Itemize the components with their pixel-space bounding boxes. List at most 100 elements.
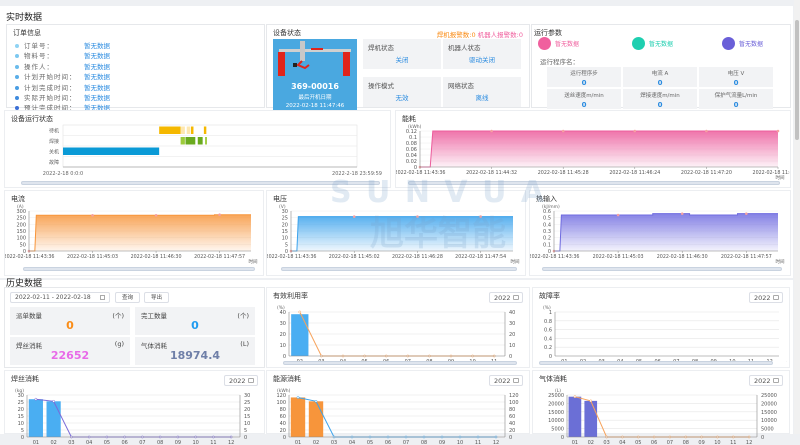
param-cell: 电流 A 0 xyxy=(623,67,697,87)
y-tick-label: 15 xyxy=(282,229,288,235)
year-picker[interactable]: 2022 xyxy=(749,375,783,386)
x-tick-label: 10 xyxy=(457,440,463,445)
order-field-value[interactable]: 暂无数据 xyxy=(84,83,110,92)
x-tick-label: 11 xyxy=(475,440,481,445)
date-range-value: 2022-02-11 - 2022-02-18 xyxy=(15,294,91,301)
x-tick-label: 09 xyxy=(175,440,181,445)
export-button[interactable]: 导出 xyxy=(144,292,169,303)
y-tick-label: 0.3 xyxy=(543,229,551,235)
year-picker[interactable]: 2022 xyxy=(489,375,523,386)
x-tick-label: 03 xyxy=(318,359,324,362)
param-label: 送丝速度m/min xyxy=(564,93,604,99)
order-field-value[interactable]: 暂无数据 xyxy=(84,73,110,82)
y-tick-label: 80 xyxy=(280,407,286,413)
stat-label: 派单数量 xyxy=(16,312,42,320)
y-tick-label: 0.8 xyxy=(544,319,552,325)
x-tick-label: 07 xyxy=(405,359,411,362)
chart-scrollbar[interactable] xyxy=(408,181,780,185)
x-tick-label: 09 xyxy=(710,359,716,362)
stat-unit: (个) xyxy=(112,312,124,320)
data-point xyxy=(589,399,593,403)
x-tick-label: 03 xyxy=(68,440,74,445)
y2-tick-label: 10000 xyxy=(761,418,777,424)
y-unit-label: (V) xyxy=(279,204,286,210)
x-tick-label: 03 xyxy=(603,440,609,445)
y-tick-label: 0.6 xyxy=(543,209,551,215)
y-tick-label: 0.04 xyxy=(406,153,417,159)
order-info-item: 计划完成时间： 暂无数据 xyxy=(15,83,110,93)
chart-scrollbar[interactable] xyxy=(21,181,380,185)
x-tick-label: 08 xyxy=(426,359,432,362)
x-tick-label: 2022-02-18 11:45:03 xyxy=(67,254,118,260)
param-value: 0 xyxy=(657,79,663,87)
y-tick-label: 25 xyxy=(282,216,288,222)
x-tick-label: 05 xyxy=(635,440,641,445)
order-field-value[interactable]: 暂无数据 xyxy=(84,104,110,113)
date-range-picker[interactable]: 2022-02-11 - 2022-02-18 xyxy=(10,292,110,303)
x-axis-label: 时间 xyxy=(776,174,785,181)
order-field-value[interactable]: 暂无数据 xyxy=(84,93,110,102)
chart-title: 电压 xyxy=(273,195,287,203)
welder-icon xyxy=(538,37,551,50)
x-tick-label: 02 xyxy=(313,440,319,445)
y-tick-label: 20 xyxy=(280,332,286,338)
chart-scrollbar[interactable] xyxy=(23,267,255,271)
y-tick-label: 25 xyxy=(18,400,24,406)
x-tick-label: 07 xyxy=(403,440,409,445)
x-axis-label: 时间 xyxy=(776,258,785,265)
order-field-value[interactable]: 暂无数据 xyxy=(84,42,110,50)
x-tick-label: 04 xyxy=(86,440,92,445)
y-tick-label: 60 xyxy=(280,414,286,420)
badge-text: 暂无数据 xyxy=(649,41,674,48)
chart-scrollbar[interactable] xyxy=(542,267,782,271)
y-tick-label: 0 xyxy=(283,435,286,441)
bar xyxy=(290,397,306,437)
chart-scrollbar[interactable] xyxy=(281,267,517,271)
param-value: 0 xyxy=(733,79,739,87)
stat-unit: (g) xyxy=(114,340,124,348)
y2-tick-label: 15 xyxy=(244,414,250,420)
badge-text: 暂无数据 xyxy=(555,41,580,48)
y2-tick-label: 5 xyxy=(244,428,247,434)
x-tick-label: 2022-02-18 11:43:36 xyxy=(267,254,316,260)
wire-consumption-chart: 焊丝消耗 2022 (kg) 0 5 10 15 20 25 30 0 5 10 15 20 25 30 01… xyxy=(4,370,265,445)
machine-card[interactable]: 369-00016 最后开机日期 2022-02-18 11:47:46 xyxy=(273,39,357,110)
x-tick-label: 11 xyxy=(730,440,736,445)
data-point xyxy=(745,212,748,215)
y-tick-label: 0 xyxy=(283,354,286,360)
stat-label: 焊丝消耗 xyxy=(16,342,42,350)
y-tick-label: 15000 xyxy=(548,410,564,416)
query-button[interactable]: 查询 xyxy=(115,292,140,303)
param-cell: 电压 V 0 xyxy=(699,67,773,87)
page-scrollbar[interactable] xyxy=(794,0,800,434)
year-picker[interactable]: 2022 xyxy=(749,292,783,303)
order-field-label: 订单号： xyxy=(24,42,54,50)
order-field-label: 操作人： xyxy=(24,62,54,71)
bullet-icon xyxy=(15,106,19,111)
y-unit-label: (kg) xyxy=(15,388,24,394)
order-field-value[interactable]: 暂无数据 xyxy=(84,62,110,71)
year-picker[interactable]: 2022 xyxy=(224,375,258,386)
calendar-icon xyxy=(100,295,105,300)
chart-scrollbar[interactable] xyxy=(539,361,773,365)
series-line xyxy=(554,213,778,252)
y-tick-label: 0.1 xyxy=(409,135,417,141)
y-tick-label: 120 xyxy=(276,393,286,399)
x-tick-label: 04 xyxy=(617,359,623,362)
param-value: 0 xyxy=(581,101,587,109)
chart-scrollbar[interactable] xyxy=(283,361,517,365)
year-picker[interactable]: 2022 xyxy=(489,292,523,303)
order-field-label: 物料号： xyxy=(24,52,54,61)
y2-tick-label: 5000 xyxy=(761,427,774,433)
data-point xyxy=(616,213,620,217)
y-tick-label: 40 xyxy=(280,421,286,427)
y2-tick-label: 0 xyxy=(509,435,512,441)
y-unit-label: (kJ/mm) xyxy=(542,204,560,210)
history-stat-card: 派单数量 (个) 0 xyxy=(10,307,130,335)
y-tick-label: 10 xyxy=(282,236,288,242)
order-field-label: 计划开始时间： xyxy=(24,73,77,82)
x-tick-label: 2022-02-18 11:45:02 xyxy=(329,254,380,260)
x-tick-label: 12 xyxy=(746,440,752,445)
order-field-value[interactable]: 暂无数据 xyxy=(84,52,110,61)
x-tick-label: 10 xyxy=(729,359,735,362)
